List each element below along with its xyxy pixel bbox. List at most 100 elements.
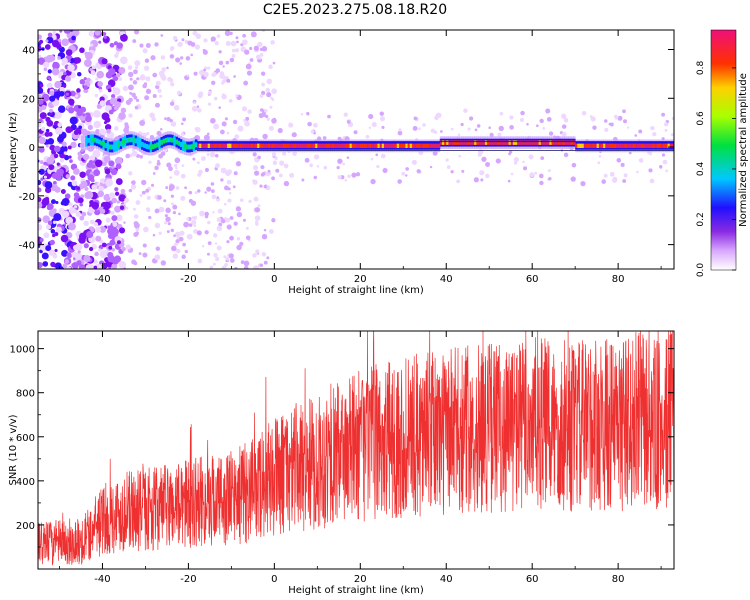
heatmap-cell <box>111 256 120 265</box>
heatmap-cell <box>418 143 421 149</box>
heatmap-cell <box>515 140 518 145</box>
heatmap-cell <box>209 143 213 149</box>
heatmap-cell <box>233 221 238 226</box>
heatmap-cell <box>169 101 175 106</box>
heatmap-cell <box>253 196 259 202</box>
heatmap-cell <box>197 258 203 264</box>
heatmap-cell <box>108 245 113 250</box>
heatmap-cell <box>114 101 121 109</box>
heatmap-cell <box>171 245 177 252</box>
heatmap-cell <box>139 154 144 159</box>
heatmap-cell <box>476 140 479 145</box>
heatmap-cell <box>562 140 565 145</box>
heatmap-cell <box>77 250 81 254</box>
heatmap-cell <box>566 140 570 145</box>
heatmap-cell <box>135 231 139 236</box>
heatmap-cell <box>131 259 137 265</box>
heatmap-cell <box>257 155 261 160</box>
heatmap-cell <box>71 180 78 187</box>
heatmap-cell <box>532 140 535 145</box>
heatmap-cell <box>661 137 665 141</box>
heatmap-cell <box>51 68 60 76</box>
heatmap-cell <box>263 260 268 265</box>
heatmap-cell <box>394 143 398 149</box>
spectrogram-cells <box>38 30 674 269</box>
snr-y-ticks: 200 400 600 800 1000 <box>10 345 674 548</box>
heatmap-cell <box>412 125 418 131</box>
heatmap-cell <box>386 143 389 149</box>
heatmap-cell <box>222 143 226 149</box>
heatmap-cell <box>106 143 110 149</box>
heatmap-cell <box>664 128 668 132</box>
heatmap-cell <box>216 196 219 199</box>
heatmap-cell <box>220 167 227 174</box>
heatmap-cell <box>87 137 90 143</box>
heatmap-cell <box>38 99 44 105</box>
heatmap-cell <box>91 184 98 190</box>
heatmap-cell <box>226 240 230 244</box>
heatmap-cell <box>583 143 587 149</box>
heatmap-cell <box>55 127 63 135</box>
y-tick-label: 1000 <box>10 345 35 356</box>
heatmap-cell <box>568 140 572 145</box>
heatmap-cell <box>249 46 253 51</box>
heatmap-cell <box>434 115 439 121</box>
heatmap-cell <box>196 161 200 165</box>
heatmap-cell <box>143 82 148 86</box>
heatmap-cell <box>396 143 400 149</box>
heatmap-cell <box>65 174 70 179</box>
heatmap-cell <box>245 235 251 241</box>
heatmap-cell <box>175 239 180 244</box>
heatmap-cell <box>588 143 591 149</box>
heatmap-cell <box>146 195 151 200</box>
heatmap-cell <box>563 152 569 158</box>
heatmap-cell <box>235 94 239 98</box>
heatmap-cell <box>41 252 49 260</box>
heatmap-cell <box>114 156 123 165</box>
heatmap-cell <box>467 127 471 131</box>
heatmap-cell <box>115 143 118 149</box>
y-tick-label: 600 <box>16 433 35 444</box>
heatmap-cell <box>56 162 60 166</box>
heatmap-cell <box>157 195 162 200</box>
heatmap-cell <box>66 252 72 258</box>
heatmap-cell <box>116 200 120 204</box>
heatmap-cell <box>194 142 198 148</box>
heatmap-cell <box>322 136 327 140</box>
heatmap-cell <box>52 61 57 66</box>
heatmap-cell <box>107 251 114 258</box>
heatmap-cell <box>353 143 357 149</box>
heatmap-cell <box>83 77 87 81</box>
heatmap-cell <box>570 176 576 182</box>
heatmap-cell <box>206 252 210 256</box>
heatmap-cell <box>38 261 43 269</box>
x-tick-label: 20 <box>354 574 367 585</box>
heatmap-cell <box>180 195 186 201</box>
heatmap-cell <box>371 143 374 149</box>
heatmap-cell <box>149 112 155 119</box>
heatmap-cell <box>128 113 133 118</box>
heatmap-cell <box>99 100 106 107</box>
heatmap-cell <box>306 112 310 116</box>
heatmap-cell <box>63 71 67 76</box>
heatmap-cell <box>327 114 331 119</box>
heatmap-cell <box>133 222 140 229</box>
heatmap-cell <box>617 115 623 121</box>
heatmap-cell <box>38 122 42 128</box>
heatmap-cell <box>133 214 139 219</box>
heatmap-cell <box>67 181 73 187</box>
heatmap-cell <box>65 49 73 56</box>
heatmap-cell <box>259 143 262 149</box>
heatmap-cell <box>226 169 233 175</box>
heatmap-cell <box>364 143 368 149</box>
y-tick-label: 400 <box>16 477 35 488</box>
heatmap-cell <box>118 112 126 120</box>
heatmap-cell <box>259 108 264 112</box>
heatmap-cell <box>80 194 85 199</box>
heatmap-cell <box>216 217 222 223</box>
heatmap-cell <box>272 152 277 157</box>
x-tick-label: -40 <box>94 274 110 285</box>
heatmap-cell <box>291 132 297 138</box>
heatmap-cell <box>426 143 430 149</box>
heatmap-cell <box>592 125 597 130</box>
